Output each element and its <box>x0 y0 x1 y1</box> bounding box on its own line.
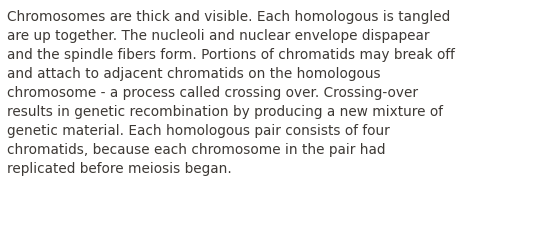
Text: Chromosomes are thick and visible. Each homologous is tangled
are up together. T: Chromosomes are thick and visible. Each … <box>7 10 455 175</box>
